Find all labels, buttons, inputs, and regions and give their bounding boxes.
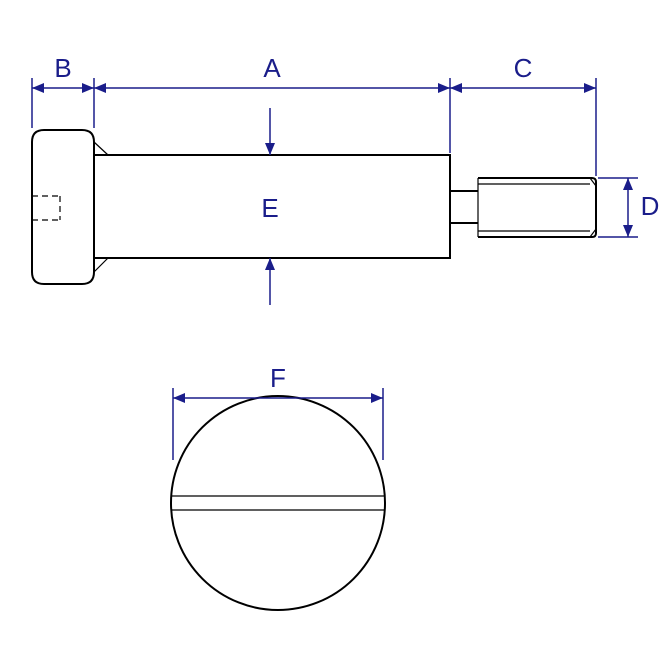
arrow-b-left <box>32 83 44 93</box>
arrow-d-top <box>623 178 633 190</box>
arrow-a-right <box>438 83 450 93</box>
label-e: E <box>261 193 278 223</box>
label-c: C <box>514 53 533 83</box>
label-a: A <box>263 53 281 83</box>
drawing-canvas: B A C D E <box>0 0 670 670</box>
shoulder-chamfer-top-diag <box>94 142 108 155</box>
screw-relief <box>450 191 478 223</box>
label-b: B <box>54 53 71 83</box>
dimension-f: F <box>173 363 383 460</box>
arrow-f-left <box>173 393 185 403</box>
arrow-c-right <box>584 83 596 93</box>
arrow-b-right <box>82 83 94 93</box>
dimension-e: E <box>261 108 278 305</box>
shoulder-chamfer-bot-diag <box>94 258 108 272</box>
screw-thread-outline <box>478 178 596 237</box>
arrow-d-bot <box>623 225 633 237</box>
label-d: D <box>641 191 660 221</box>
arrow-c-left <box>450 83 462 93</box>
dimension-d: D <box>598 178 659 237</box>
arrow-f-right <box>371 393 383 403</box>
label-f: F <box>270 363 286 393</box>
arrow-e-bot <box>265 258 275 270</box>
screw-side-view <box>32 130 596 284</box>
arrow-a-left <box>94 83 106 93</box>
screw-end-view <box>171 396 385 610</box>
head-circle <box>171 396 385 610</box>
screw-head-outline <box>32 130 94 284</box>
arrow-e-top <box>265 143 275 155</box>
dimension-horizontal-group: B A C <box>32 53 596 176</box>
